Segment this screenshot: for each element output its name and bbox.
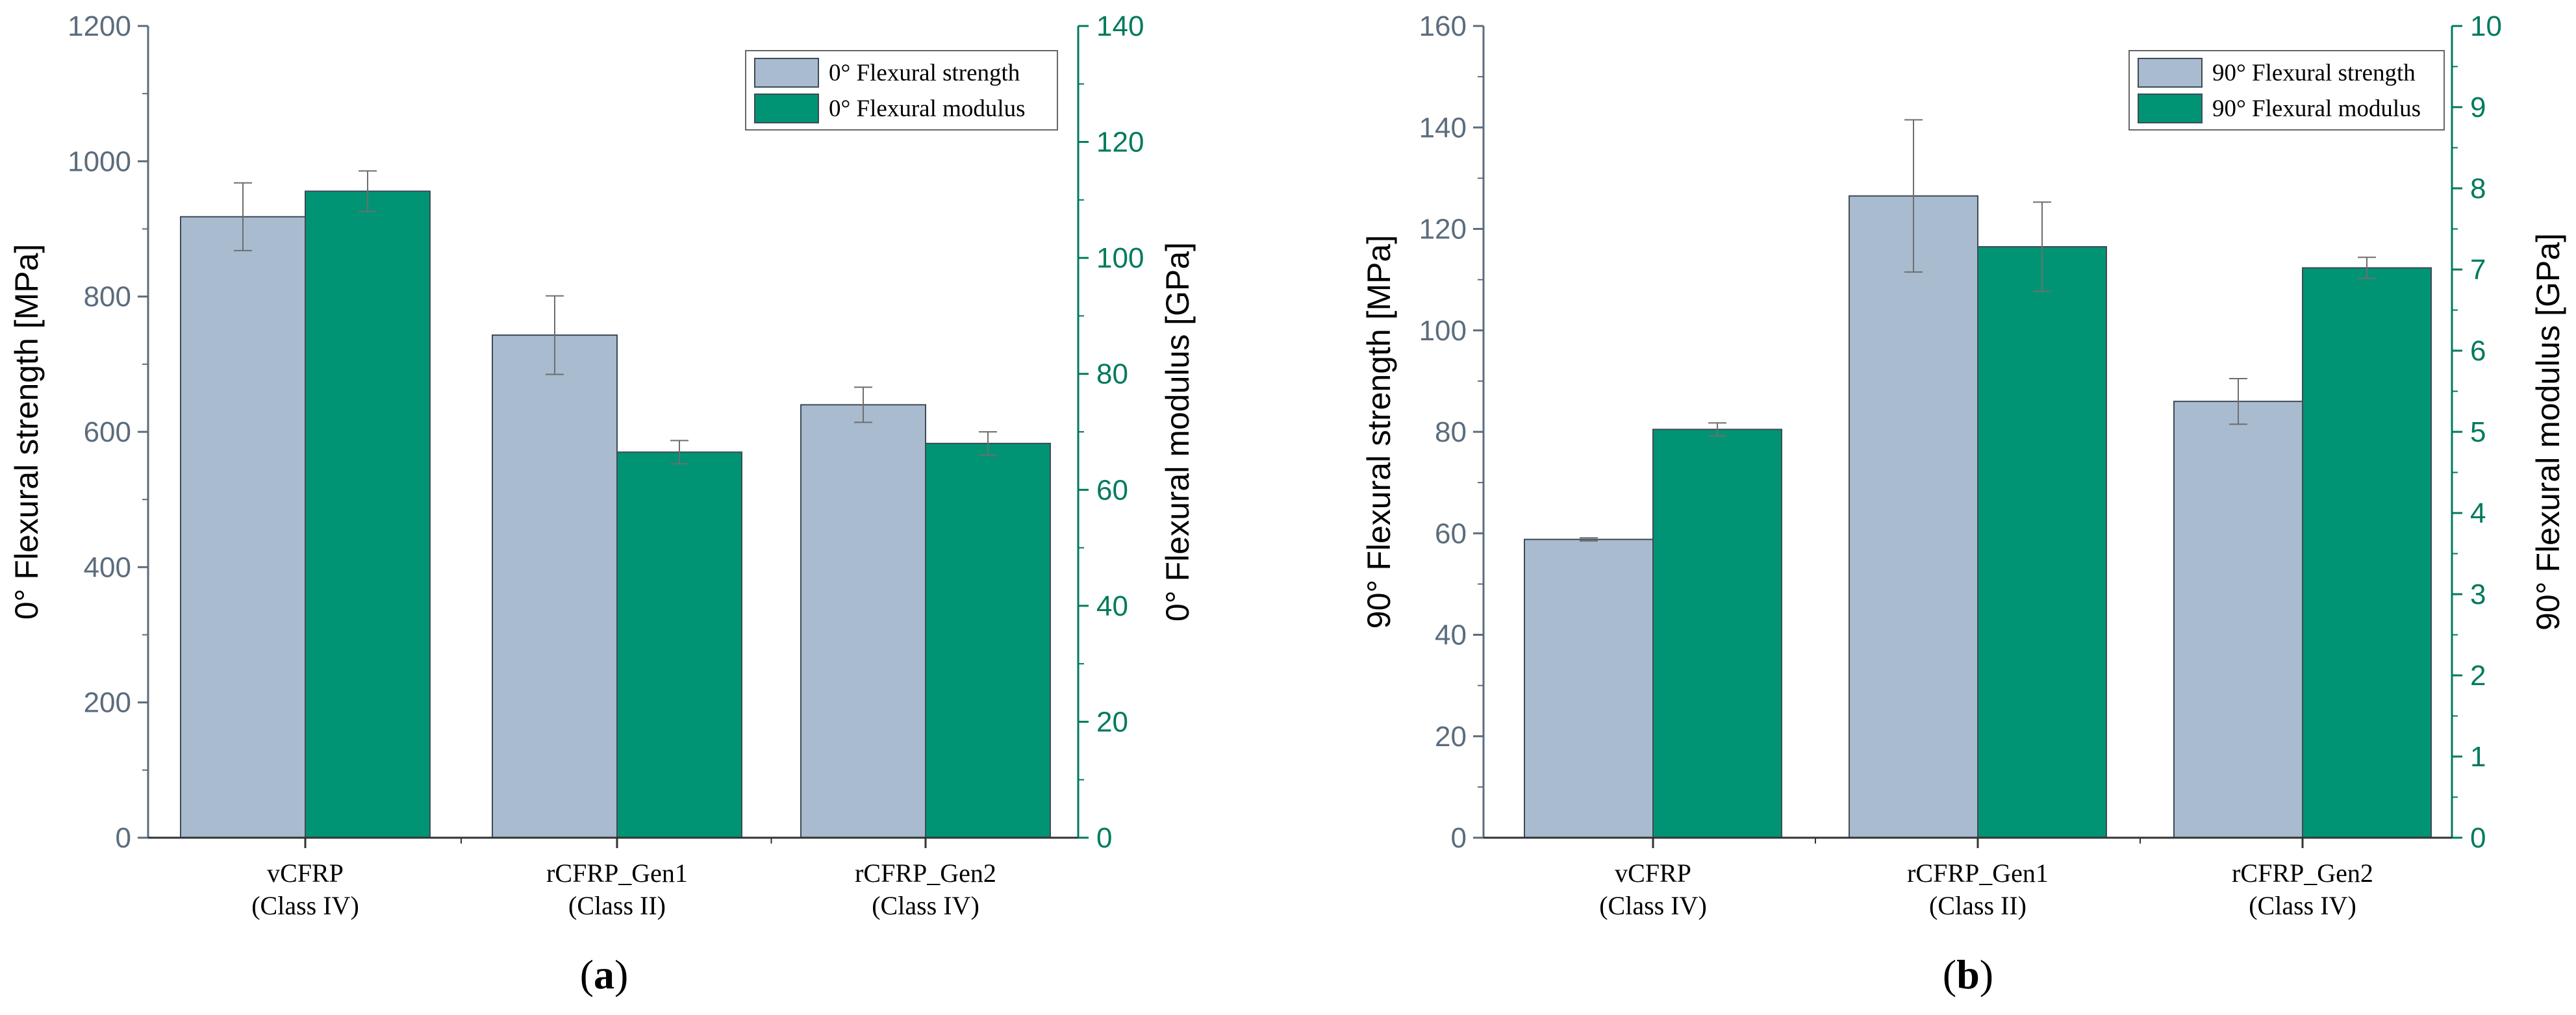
- y-tick-label: 1200: [68, 10, 131, 42]
- bar-strength: [492, 334, 618, 838]
- y2-tick-label: 9: [2470, 92, 2486, 123]
- y-tick-label: 140: [1419, 112, 1467, 144]
- y-axis-title: 0° Flexural strength [MPa]: [8, 244, 45, 620]
- y-tick-label: 0: [1451, 822, 1467, 854]
- y2-tick-label: 1: [2470, 741, 2486, 773]
- category-sublabel: (Class IV): [1599, 891, 1707, 920]
- y2-axis-title: 0° Flexural modulus [GPa]: [1159, 242, 1196, 621]
- y-tick-label: 60: [1435, 518, 1467, 549]
- legend: 90° Flexural strength 90° Flexural modulu…: [2128, 50, 2445, 131]
- y-tick-label: 80: [1435, 416, 1467, 448]
- bar-modulus: [616, 451, 742, 838]
- y2-tick-label: 2: [2470, 660, 2486, 692]
- chart-panel-a: 0 200 400 600 800 1000 1200 0 20 40 60 80 100 120 140 v…: [8, 10, 1196, 997]
- bar-strength: [2173, 401, 2303, 838]
- legend-swatch-modulus: [2138, 94, 2203, 123]
- legend-label: 90° Flexural modulus: [2212, 95, 2421, 122]
- y2-tick-label: 140: [1096, 10, 1144, 42]
- legend: 0° Flexural strength 0° Flexural modulus: [745, 50, 1058, 131]
- bar-modulus: [1977, 246, 2107, 838]
- bar-strength: [180, 216, 306, 838]
- y2-axis-title: 90° Flexural modulus [GPa]: [2530, 233, 2566, 631]
- y-tick-label: 400: [84, 551, 131, 583]
- bar-modulus: [305, 190, 431, 838]
- category-sublabel: (Class II): [1929, 891, 2027, 920]
- y-tick-label: 160: [1419, 10, 1467, 42]
- panel-label: (a): [580, 951, 629, 997]
- y2-tick-label: 5: [2470, 416, 2486, 448]
- y2-tick-label: 120: [1096, 127, 1144, 158]
- y2-tick-label: 100: [1096, 242, 1144, 274]
- legend-label: 0° Flexural strength: [829, 60, 1020, 86]
- y2-tick-label: 0: [1096, 822, 1112, 854]
- y2-tick-label: 0: [2470, 822, 2486, 854]
- y-tick-label: 1000: [68, 145, 131, 177]
- y2-tick-label: 60: [1096, 474, 1128, 506]
- y-tick-label: 200: [84, 687, 131, 719]
- y-tick-label: 40: [1435, 620, 1467, 651]
- category-label: rCFRP_Gen1: [1907, 858, 2049, 888]
- y2-tick-label: 80: [1096, 358, 1128, 390]
- y-tick-label: 100: [1419, 315, 1467, 347]
- y-tick-label: 800: [84, 281, 131, 313]
- category-label: rCFRP_Gen1: [546, 858, 688, 888]
- category-label: rCFRP_Gen2: [855, 858, 996, 888]
- legend-swatch-strength: [2138, 58, 2203, 88]
- category-label: rCFRP_Gen2: [2232, 858, 2373, 888]
- bar-strength: [1524, 538, 1654, 838]
- bar-strength: [1849, 195, 1978, 838]
- y2-tick-label: 3: [2470, 579, 2486, 610]
- y2-tick-label: 4: [2470, 497, 2486, 529]
- category-label: vCFRP: [1615, 858, 1691, 888]
- chart-panel-b: 0 20 40 60 80 100 120 140 160 0 1 2 3 4 5 6 7 8 9 10 vCFRP (C…: [1361, 10, 2566, 997]
- category-sublabel: (Class IV): [2249, 891, 2356, 920]
- y2-tick-label: 8: [2470, 173, 2486, 205]
- category-sublabel: (Class II): [568, 891, 666, 920]
- y-tick-label: 20: [1435, 721, 1467, 753]
- bar-modulus: [2302, 267, 2432, 838]
- legend-swatch-strength: [754, 58, 819, 88]
- bar-strength: [800, 404, 926, 838]
- y-tick-label: 120: [1419, 214, 1467, 245]
- bar-modulus: [925, 442, 1051, 838]
- legend-label: 0° Flexural modulus: [829, 95, 1026, 122]
- category-label: vCFRP: [267, 858, 344, 888]
- category-sublabel: (Class IV): [251, 891, 359, 920]
- legend-label: 90° Flexural strength: [2212, 60, 2416, 86]
- y-tick-label: 0: [116, 822, 131, 854]
- y2-tick-label: 7: [2470, 254, 2486, 286]
- y2-tick-label: 20: [1096, 706, 1128, 738]
- y-tick-label: 600: [84, 416, 131, 448]
- bar-modulus: [1652, 429, 1782, 838]
- y-axis-title: 90° Flexural strength [MPa]: [1361, 235, 1397, 629]
- panel-label: (b): [1943, 951, 1993, 997]
- legend-swatch-modulus: [754, 94, 819, 123]
- y2-tick-label: 40: [1096, 590, 1128, 622]
- category-sublabel: (Class IV): [872, 891, 979, 920]
- y2-tick-label: 10: [2470, 10, 2502, 42]
- y2-tick-label: 6: [2470, 335, 2486, 367]
